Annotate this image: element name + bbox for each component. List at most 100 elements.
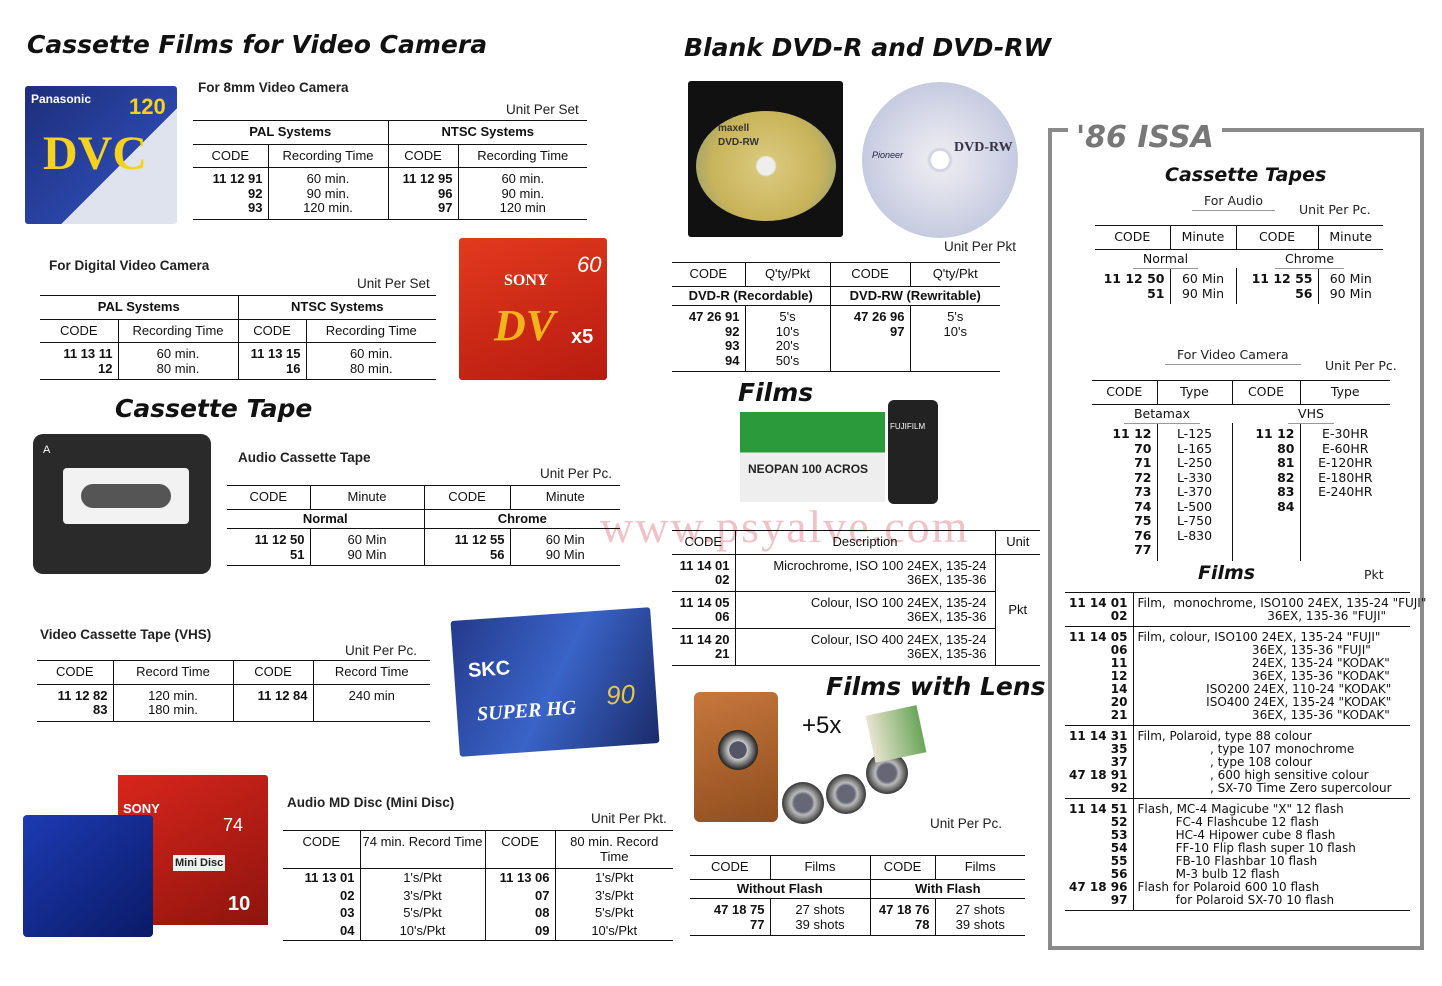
table-row: 11 12 50 51 60 Min 90 Min 11 12 55 56 60 Mi… <box>227 528 620 566</box>
column-header: CODE <box>690 855 770 880</box>
code-cell: 09 <box>484 922 555 941</box>
unit-dvd: Unit Per Pkt <box>944 239 1017 254</box>
column-header: CODE <box>829 262 910 287</box>
lens-camera-image <box>690 690 930 830</box>
code-cell: 11 13 06 <box>484 868 555 888</box>
code-cell: 08 <box>484 905 555 923</box>
column-header-row: CODE Type CODE Type <box>1092 380 1390 405</box>
column-header: CODE <box>193 144 268 168</box>
subgroup-header: Betamax <box>1092 404 1232 424</box>
image-brand: Panasonic <box>31 92 92 106</box>
image-pack: x5 <box>571 326 594 348</box>
subgroup-header: Without Flash <box>690 879 870 899</box>
table-films-with-lens: CODE Films CODE Films Without Flash With Flas… <box>690 855 1025 936</box>
section-title-cassette-tape: Cassette Tape <box>115 394 313 423</box>
table-row: 11 14 31 35 37 47 18 91 92 Film, Polaroid… <box>1065 725 1410 799</box>
image-text: DVD-RW <box>954 140 1013 155</box>
skc-vhs-image: SKC SUPER HG 90 <box>450 607 660 757</box>
value-cell: 3's/Pkt <box>359 887 485 905</box>
column-header-row: CODE Q'ty/Pkt CODE Q'ty/Pkt <box>672 262 1000 287</box>
code-cell: 07 <box>484 887 555 905</box>
image-minutes: 120 <box>129 94 166 119</box>
column-header: Recording Time <box>267 144 388 168</box>
sony-md-image: SONY Mini Disc 74 10 <box>23 775 268 940</box>
section-title-films: Films <box>738 378 814 407</box>
value-cell: 60 Min 90 Min <box>509 528 620 566</box>
group-header-row: PAL Systems NTSC Systems <box>193 120 588 145</box>
table-row: 02 3's/Pkt 07 3's/Pkt <box>283 887 673 905</box>
table-row: 11 12 50 51 60 Min 90 Min 11 12 55 56 60 Mi… <box>1095 268 1383 304</box>
description-cell: Flash, MC-4 Magicube "X" 12 flash FC-4 F… <box>1132 798 1410 911</box>
group-header: PAL Systems <box>40 295 238 320</box>
image-minutes: 60 <box>577 252 602 277</box>
issa-films-title: Films <box>1198 562 1256 584</box>
column-header: CODE <box>237 319 306 343</box>
image-text: DVD-RW <box>718 137 759 148</box>
unit-audio-cassette: Unit Per Pc. <box>540 466 613 481</box>
column-header: Type <box>1156 380 1232 405</box>
dvd-rw-disc-image: Pioneer DVD-RW <box>862 82 1018 238</box>
column-header: CODE <box>40 319 118 343</box>
table-row: 11 12 91 92 93 60 min. 90 min. 120 min. 11… <box>193 167 588 219</box>
subgroup-row: DVD-R (Recordable) DVD-RW (Rewritable) <box>672 286 1000 306</box>
value-cell: 27 shots 39 shots <box>769 898 870 936</box>
table-issa-films: 11 14 01 02 Film, monochrome, ISO100 24EX… <box>1065 592 1426 911</box>
column-header-row: CODE Films CODE Films <box>690 855 1025 880</box>
image-brand: FUJIFILM <box>890 422 926 431</box>
section-title-films-with-lens: Films with Lens <box>826 672 1046 701</box>
image-brand: SKC <box>467 657 511 683</box>
subgroup-header: DVD-RW (Rewritable) <box>829 286 1000 306</box>
table-issa-audio: CODE Minute CODE Minute Normal Chrome 11 12 50… <box>1095 225 1383 304</box>
column-header: CODE <box>283 830 360 869</box>
image-brand: SONY <box>123 801 160 816</box>
dvc-cassette-image: Panasonic DVC 120 <box>25 86 177 224</box>
column-header-row: CODE Minute CODE Minute <box>227 485 620 510</box>
table-vhs: CODE Record Time CODE Record Time 11 12 82 8… <box>37 660 430 722</box>
column-header: Record Time <box>112 660 233 685</box>
sony-dv-image: SONY DV 60 x5 <box>459 238 607 380</box>
code-cell: 11 14 05 06 <box>672 590 735 628</box>
table-row: 11 13 11 12 60 min. 80 min. 11 13 15 16 60 … <box>40 342 437 380</box>
value-cell: 240 min <box>312 684 430 721</box>
code-cell: 11 12 84 <box>232 684 313 721</box>
value-cell: 60 min. 80 min. <box>305 342 437 380</box>
code-cell: 11 13 11 12 <box>63 346 113 376</box>
table-row: 04 10's/Pkt 09 10's/Pkt <box>283 922 673 941</box>
lens-pack-badge: +5x <box>802 712 842 739</box>
column-header: CODE <box>227 485 310 510</box>
issa-video-unit: Unit Per Pc. <box>1325 358 1397 373</box>
image-pack: 10 <box>228 893 251 915</box>
column-header: Record Time <box>312 660 430 685</box>
table-row: 11 12 82 83 120 min. 180 min. 11 12 84 240 … <box>37 684 430 721</box>
table-audio-cassette: CODE Minute CODE Minute Normal Chrome 11 12 50… <box>227 485 620 566</box>
column-header: Q'ty/Pkt <box>909 262 1000 287</box>
column-header: CODE <box>1095 225 1170 250</box>
group-header: NTSC Systems <box>237 295 437 320</box>
value-cell: 60 min. 90 min. 120 min. <box>267 167 388 219</box>
subgroup-header: Normal <box>1095 249 1236 269</box>
subgroup-label: VHS <box>1288 405 1334 424</box>
image-minutes: 74 <box>223 815 244 835</box>
code-cell: 03 <box>340 905 355 920</box>
subgroup-label: Normal <box>1132 250 1199 269</box>
image-text: NEOPAN 100 ACROS <box>748 462 869 476</box>
image-text: SUPER HG <box>476 696 578 726</box>
subgroup-header: With Flash <box>869 879 1025 899</box>
column-header: Minute <box>1317 225 1383 250</box>
table-row: 11 14 01 02 Microchrome, ISO 100 24EX, 13… <box>672 554 1040 591</box>
column-header: CODE <box>1092 380 1157 405</box>
table-row: 47 26 91 92 93 94 5's 10's 20's 50's 47 26… <box>672 305 1000 372</box>
unit-cell <box>994 554 1040 591</box>
code-cell: 11 12 82 83 <box>57 687 108 717</box>
subgroup-header: VHS <box>1232 404 1390 424</box>
column-header: 80 min. Record Time <box>554 830 673 869</box>
section-title-dvd: Blank DVD-R and DVD-RW <box>684 33 1052 62</box>
issa-cassette-title: Cassette Tapes <box>1165 164 1327 186</box>
column-header: 74 min. Record Time <box>359 830 485 869</box>
table-row: 11 14 20 21 Colour, ISO 400 24EX, 135-24 … <box>672 627 1040 665</box>
image-brand: SONY <box>504 272 549 289</box>
column-header: CODE <box>423 485 510 510</box>
column-header: Recording Time <box>117 319 238 343</box>
code-cell: 11 14 01 02 <box>679 557 730 587</box>
column-header: Films <box>769 855 870 880</box>
